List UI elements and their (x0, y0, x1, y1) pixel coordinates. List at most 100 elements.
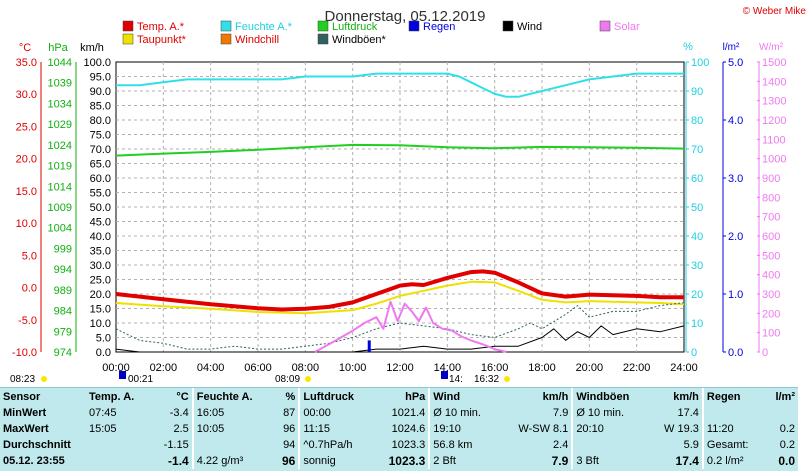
x-tick: 22:00 (623, 362, 651, 374)
wind-tick: 5.0 (96, 333, 111, 345)
stats-cell: 94 (283, 439, 296, 451)
stats-cell: 1023.3 (373, 453, 430, 469)
legend-swatch (317, 33, 329, 45)
moon-time-label: 14: (449, 374, 463, 385)
stats-cell: 1023.3 (391, 439, 426, 451)
legend-label: Windchill (235, 34, 279, 46)
press-tick: 994 (54, 264, 72, 276)
press-tick: 1004 (48, 223, 72, 235)
stats-cell: 00:00 (298, 405, 374, 421)
stats-header-temp: Temp. A. (89, 390, 135, 403)
legend-label: Regen (423, 21, 455, 33)
wind-tick: 50.0 (90, 202, 111, 214)
x-tick: 06:00 (244, 362, 272, 374)
series-taupunkt (115, 280, 685, 315)
wind-tick: 40.0 (90, 231, 111, 243)
x-tick: 12:00 (386, 362, 414, 374)
stats-cell: 7.9 (553, 407, 569, 419)
stats-cell: W-SW 8.1 (518, 423, 569, 435)
legend-label: Taupunkt* (137, 34, 187, 46)
wind-tick: 100.0 (83, 57, 111, 69)
press-tick: 1029 (48, 119, 72, 131)
series-feuchte-a (116, 72, 684, 98)
stats-cell: 3 Bft (571, 453, 650, 469)
temp-tick: 35.0 (16, 57, 37, 69)
press-tick: 1039 (48, 78, 72, 90)
credit-text: © Weber Mike (743, 6, 807, 17)
rain-tick: 0.0 (728, 347, 743, 359)
stats-cell: 10:05 (191, 421, 274, 437)
wind-tick: 30.0 (90, 260, 111, 272)
solar-tick: 400 (762, 270, 780, 282)
rain-tick: 2.0 (728, 231, 743, 243)
stats-cell: 7.9 (499, 453, 573, 469)
stats-cell: 5.9 (683, 439, 699, 451)
stats-cell: -1.4 (151, 453, 193, 469)
stats-cell: ^0.7hPa/h (298, 437, 374, 453)
press-tick: 1034 (48, 98, 72, 110)
stats-cell: 11:20 (701, 421, 766, 437)
stats-cell (765, 405, 798, 421)
solar-tick: 1500 (762, 57, 786, 69)
stats-header-hum-unit: % (285, 390, 296, 403)
legend-swatch (599, 20, 611, 32)
stats-header-hum: Feuchte A. (191, 388, 274, 405)
stats-cell: 2 Bft (428, 453, 500, 469)
temp-tick: 5.0 (22, 250, 37, 262)
wind-tick: 85.0 (90, 101, 111, 113)
wind-tick: 20.0 (90, 289, 111, 301)
stats-cell: 17.4 (649, 453, 703, 469)
chart-legend: Temp. A.*Taupunkt* Feuchte A.*Windchill Lu… (122, 20, 640, 46)
hum-tick: 30 (691, 260, 703, 272)
stats-cell (86, 453, 152, 469)
weather-chart: °C hPa km/h% l/m² W/m² 35.0 30.0 25.0 20.0 15.0 10… (10, 6, 807, 385)
press-tick: 984 (54, 306, 72, 318)
solar-tick: 900 (762, 173, 780, 185)
legend-label: Luftdruck (332, 21, 378, 33)
stats-header-rain-unit: l/m² (775, 390, 795, 403)
stats-header-press-unit: hPa (405, 390, 426, 403)
stats-table: Sensor Temp. A. °C Feuchte A. % Luftdruc… (0, 388, 798, 469)
x-tick: 16:00 (481, 362, 509, 374)
temp-unit-label: °C (19, 42, 31, 54)
x-tick: 20:00 (576, 362, 604, 374)
stats-cell: 1021.4 (391, 407, 426, 419)
wind-tick: 55.0 (90, 188, 111, 200)
stats-cell: -3.4 (169, 407, 189, 419)
stats-cell: 0.2 (779, 439, 795, 451)
stats-header-wind: Wind (428, 388, 500, 405)
stats-row: MinWert 07:45 -3.4 16:05 87 00:00 1021.4 Ø 10 m… (0, 405, 798, 421)
stats-cell: 4.22 g/m³ (191, 453, 274, 469)
hum-unit-label: % (683, 41, 693, 53)
stats-cell (191, 437, 274, 453)
press-tick: 1014 (48, 181, 72, 193)
sunrise-label: 08:23 (10, 374, 35, 385)
plot-series (115, 72, 685, 353)
hum-tick: 60 (691, 173, 703, 185)
stats-cell: 2.5 (173, 423, 189, 435)
legend-swatch (502, 20, 514, 32)
solar-tick: 1300 (762, 96, 786, 108)
solar-tick: 800 (762, 192, 780, 204)
stats-row: MaxWert 15:05 2.5 10:05 96 11:15 1024.6 19:10 W-… (0, 421, 798, 437)
rain-tick: 1.0 (728, 289, 743, 301)
stats-cell: Gesamt: (701, 437, 766, 453)
sunset-label: 16:32 (474, 374, 499, 385)
stats-cell: -1.15 (163, 439, 189, 451)
hum-tick: 20 (691, 289, 703, 301)
stats-cell: 0.0 (765, 453, 798, 469)
hum-tick: 10 (691, 318, 703, 330)
x-tick: 10:00 (339, 362, 367, 374)
stats-header-press: Luftdruck (298, 388, 374, 405)
wind-tick: 0.0 (96, 347, 111, 359)
wind-tick: 45.0 (90, 217, 111, 229)
stats-row-label: Durchschnitt (3, 439, 71, 451)
stats-cell: 20:10 (571, 421, 650, 437)
wind-tick: 10.0 (90, 318, 111, 330)
sun-icon (305, 376, 311, 382)
press-tick: 989 (54, 285, 72, 297)
legend-swatch (122, 33, 134, 45)
temp-tick: -5.0 (18, 315, 37, 327)
stats-cell: 07:45 (89, 407, 117, 419)
